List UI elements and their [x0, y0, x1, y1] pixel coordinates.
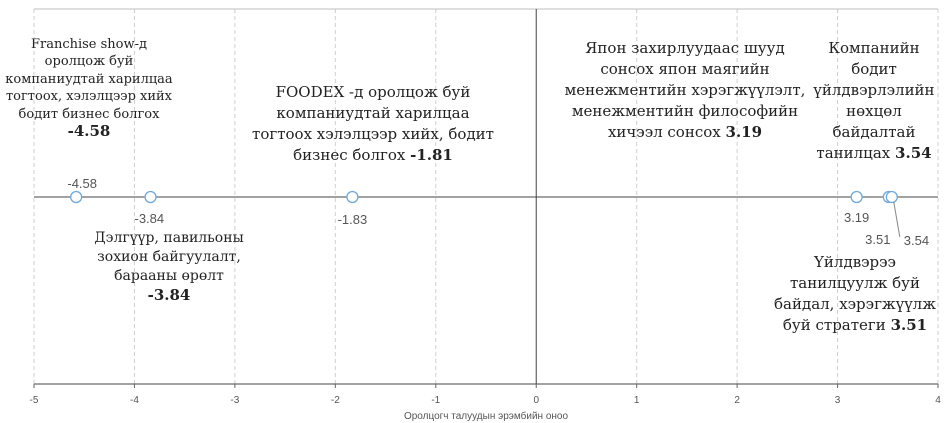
data-label: 3.54 [904, 233, 929, 248]
chart-points: -4.58 -3.84 -1.83 3.19 3.51 3.54 [67, 176, 929, 248]
x-tick-label: -1 [431, 395, 440, 406]
data-point [70, 190, 83, 204]
data-point [885, 190, 898, 204]
annotation-text: Япон захирлуудаас шууд сонсох япон маяги… [564, 39, 806, 141]
data-label: 3.19 [844, 210, 869, 225]
annotation-text: FOODEX -д оролцож буй компаниудтай харил… [252, 83, 494, 164]
x-axis-label: Оролцогч талуудын эрэмбийн оноо [404, 410, 569, 422]
x-tick-labels: -5 -4 -3 -2 -1 0 1 2 3 4 [30, 384, 941, 406]
data-point [850, 190, 863, 204]
annotation-company-production: Компанийн бодит үйлдвэрлэлийн нөхцөл бай… [806, 38, 942, 164]
data-label: 3.51 [865, 232, 890, 247]
data-label: -3.84 [135, 211, 165, 226]
annotation-value: -4.58 [67, 122, 111, 141]
annotation-value: -1.81 [410, 146, 453, 164]
annotation-text: Компанийн бодит үйлдвэрлэлийн нөхцөл бай… [813, 39, 935, 162]
annotation-factory-strategy: Үйлдвэрээ танилцуулж буй байдал, хэрэгжү… [772, 252, 938, 336]
annotation-store-layout: Дэлгүүр, павильоны зохион байгуулалт, ба… [94, 229, 244, 306]
annotation-text: Үйлдвэрээ танилцуулж буй байдал, хэрэгжү… [773, 253, 936, 334]
data-label: -1.83 [338, 212, 368, 227]
x-tick-label: 3 [835, 395, 841, 406]
x-tick-label: 1 [634, 395, 640, 406]
annotation-foodex: FOODEX -д оролцож буй компаниудтай харил… [248, 82, 498, 166]
x-tick-label: 4 [935, 395, 941, 406]
annotation-japanese-management: Япон захирлуудаас шууд сонсох япон маяги… [560, 38, 810, 143]
annotation-text: Дэлгүүр, павильоны зохион байгуулалт, ба… [94, 230, 244, 284]
x-tick-label: 2 [734, 395, 740, 406]
x-tick-label: -4 [130, 395, 139, 406]
annotation-franchise: Franchise show-д оролцож буй компаниудта… [4, 36, 174, 141]
x-tick-label: -2 [331, 395, 340, 406]
annotation-value: 3.54 [895, 144, 932, 162]
annotation-value: -3.84 [147, 286, 191, 304]
annotation-value: 3.19 [725, 123, 763, 141]
x-tick-label: 0 [533, 395, 539, 406]
annotation-text: Franchise show-д оролцож буй компаниудта… [5, 37, 173, 122]
leader-line [893, 201, 901, 238]
x-tick-label: -5 [30, 395, 39, 406]
chart-axes [34, 8, 938, 385]
data-point [144, 190, 157, 204]
x-tick-label: -3 [230, 395, 239, 406]
data-label: -4.58 [67, 176, 97, 191]
data-point [346, 190, 359, 204]
annotation-value: 3.51 [890, 316, 928, 334]
